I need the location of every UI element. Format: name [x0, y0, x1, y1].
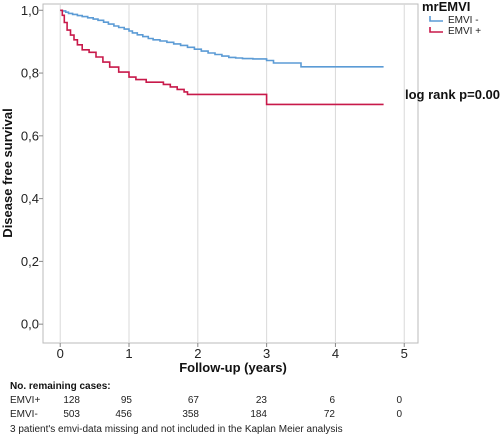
remaining-cases-cell: 0 — [396, 409, 402, 420]
remaining-cases-row-label: EMVI+ — [10, 395, 40, 406]
remaining-cases-cell: 184 — [250, 409, 267, 420]
remaining-cases-cell: 67 — [188, 395, 200, 406]
remaining-cases-cell: 23 — [256, 395, 268, 406]
x-tick-label: 0 — [57, 346, 64, 361]
plot-area-frame — [42, 3, 419, 344]
remaining-cases-cell: 6 — [329, 395, 335, 406]
y-tick-label: 0,2 — [21, 254, 39, 269]
legend-swatch-emvi-neg — [429, 16, 443, 22]
remaining-cases-rows: EMVI+ 128 95 67 23 6 0 EMVI- 503 456 358 184 72 0 — [10, 395, 402, 420]
legend-entry-emvi-neg: EMVI - — [429, 15, 479, 26]
x-axis-title: Follow-up (years) — [179, 360, 287, 375]
x-tick-label: 5 — [401, 346, 408, 361]
remaining-cases-row-label: EMVI- — [10, 409, 38, 420]
remaining-cases-cell: 456 — [115, 409, 132, 420]
y-tick-label: 0,4 — [21, 191, 39, 206]
y-tick-label: 0,0 — [21, 317, 39, 332]
legend-title: mrEMVI — [422, 0, 470, 14]
x-axis-ticks: 0 1 2 3 4 5 — [57, 343, 408, 361]
log-rank-annotation: log rank p=0.000 — [405, 87, 500, 102]
y-axis-ticks: 0,0 0,2 0,4 0,6 0,8 1,0 — [21, 3, 43, 332]
y-axis-title: Disease free survival — [0, 108, 15, 237]
footnote: 3 patient's emvi-data missing and not in… — [10, 424, 343, 434]
remaining-cases-cell: 503 — [63, 409, 80, 420]
remaining-cases-cell: 95 — [121, 395, 133, 406]
survival-curve-emvi-pos — [60, 9, 384, 106]
x-tick-label: 4 — [332, 346, 339, 361]
survival-curve-emvi-neg — [60, 9, 384, 68]
x-tick-label: 3 — [263, 346, 270, 361]
remaining-cases-heading: No. remaining cases: — [10, 381, 111, 392]
remaining-cases-row: EMVI+ 128 95 67 23 6 0 — [10, 395, 402, 406]
x-tick-label: 1 — [125, 346, 132, 361]
legend: mrEMVI EMVI - EMVI + — [422, 0, 481, 37]
y-tick-label: 1,0 — [21, 3, 39, 18]
remaining-cases-table: No. remaining cases: EMVI+ 128 95 67 23 6 0EMV… — [10, 381, 402, 434]
legend-label-emvi-pos: EMVI + — [448, 26, 481, 37]
x-tick-label: 2 — [194, 346, 201, 361]
y-tick-label: 0,8 — [21, 66, 39, 81]
legend-swatch-emvi-pos — [429, 27, 443, 33]
legend-entry-emvi-pos: EMVI + — [429, 26, 481, 37]
remaining-cases-cell: 0 — [396, 395, 402, 406]
y-tick-label: 0,6 — [21, 128, 39, 143]
legend-label-emvi-neg: EMVI - — [448, 15, 479, 26]
remaining-cases-cell: 128 — [63, 395, 80, 406]
remaining-cases-cell: 358 — [182, 409, 199, 420]
survival-curves — [60, 9, 384, 106]
remaining-cases-row: EMVI- 503 456 358 184 72 0 — [10, 409, 402, 420]
remaining-cases-cell: 72 — [324, 409, 336, 420]
